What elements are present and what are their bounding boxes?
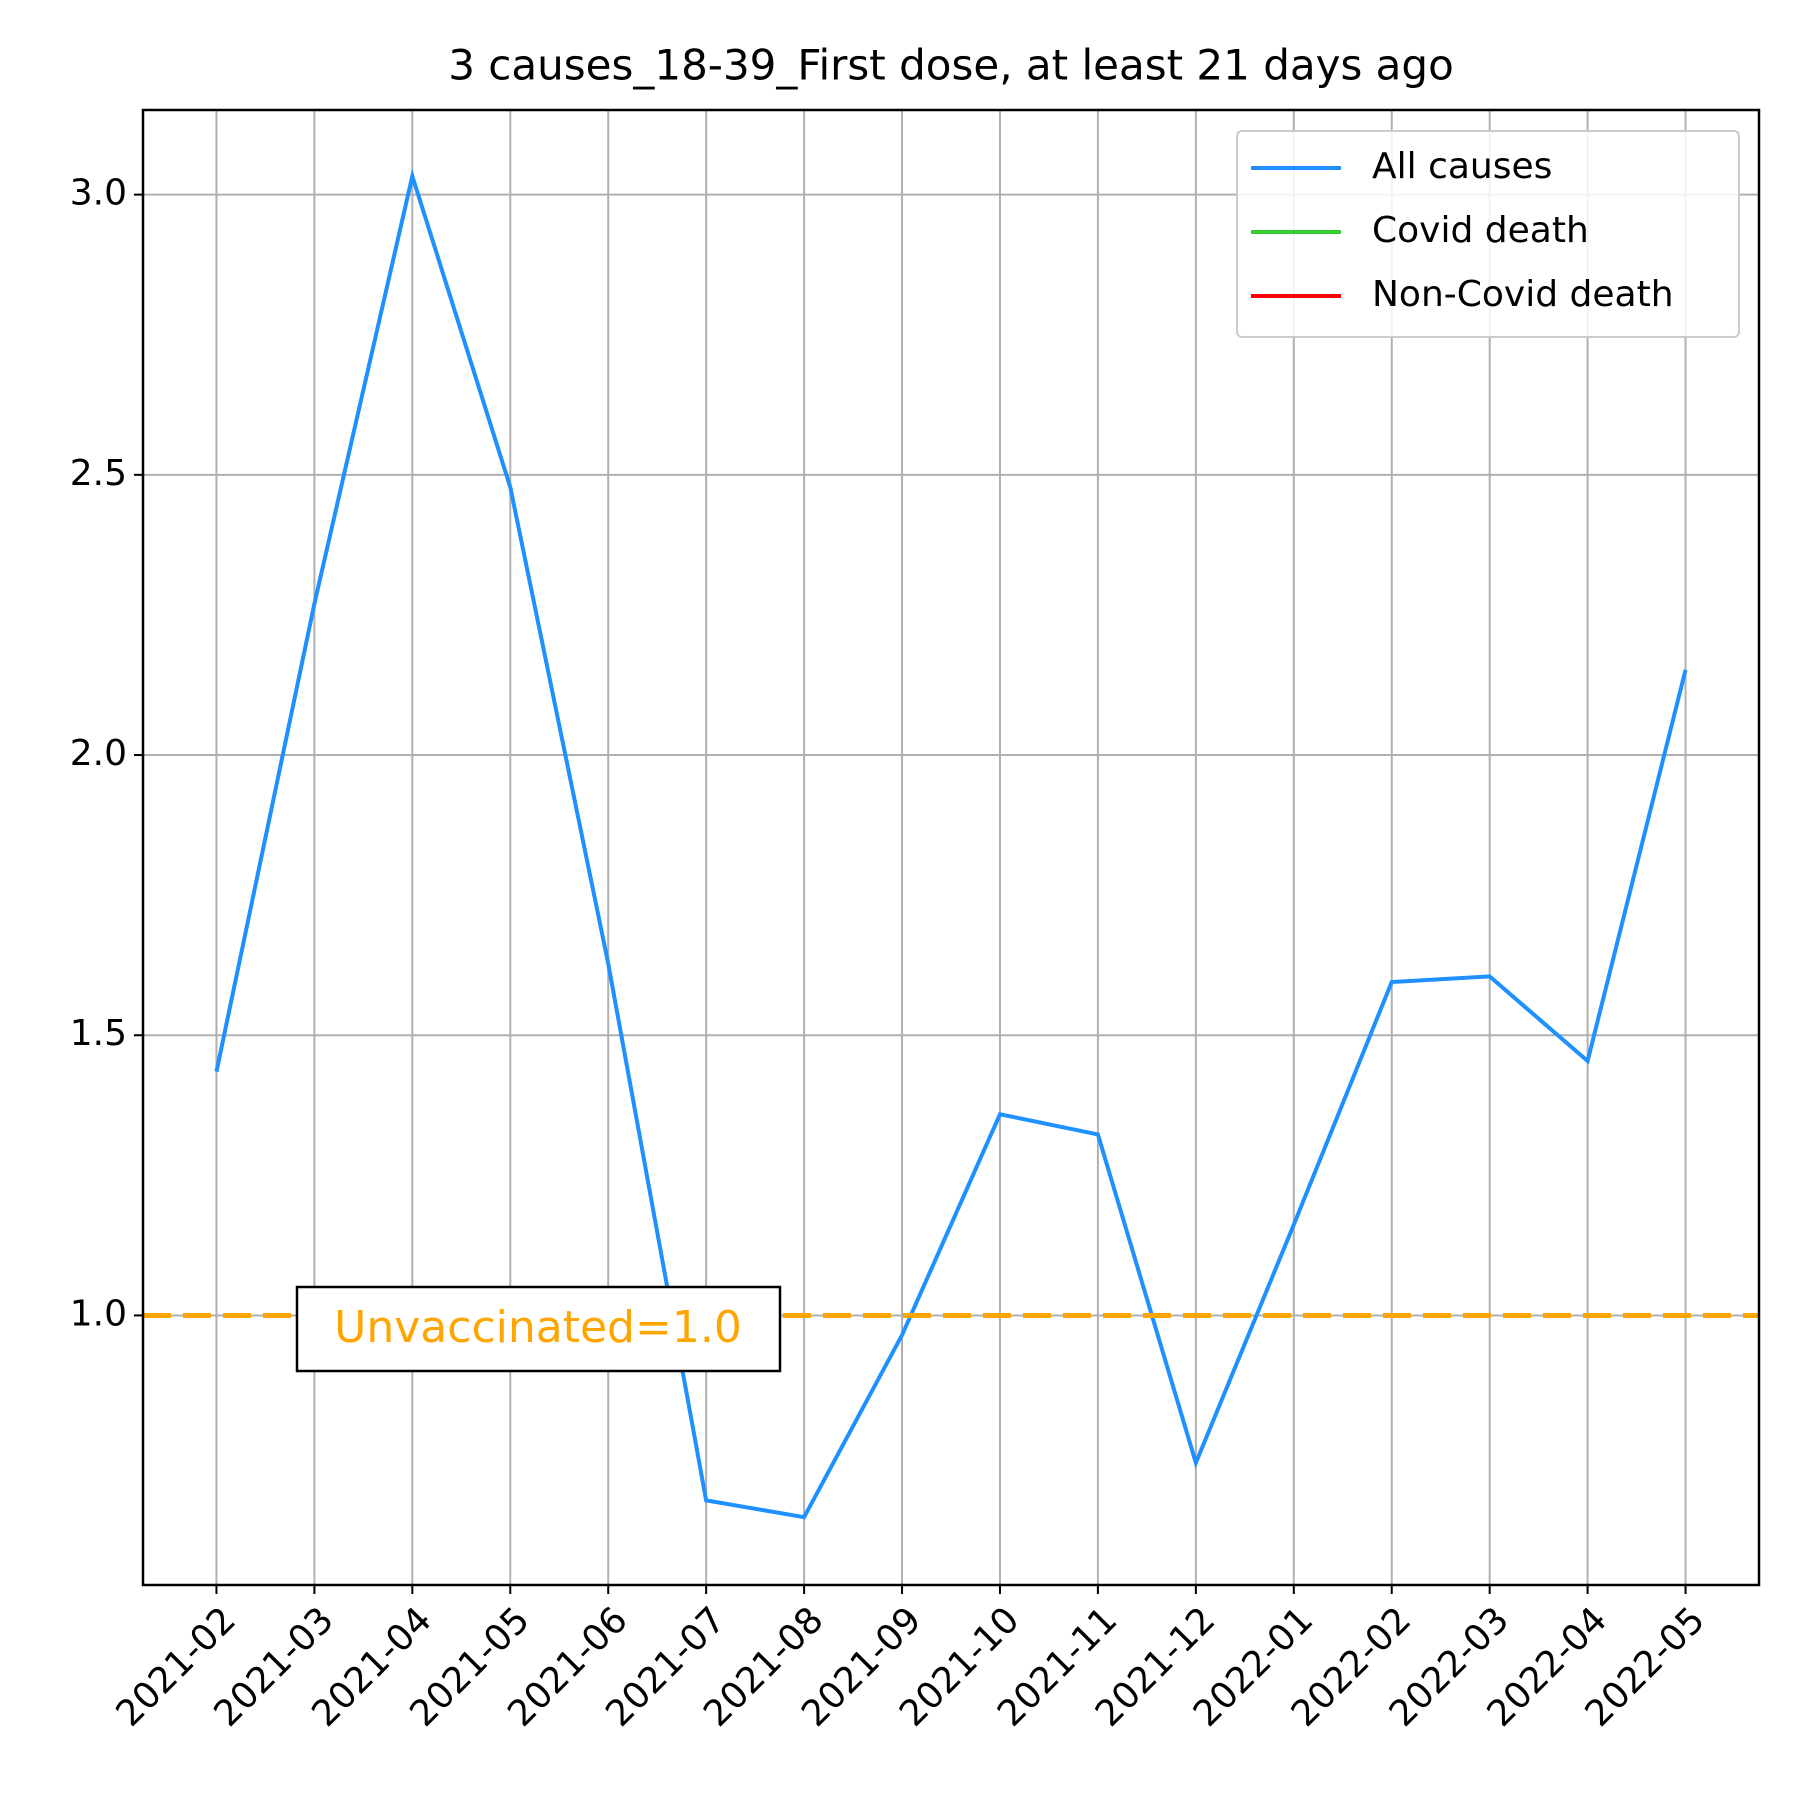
y-tick-label: 1.5 — [70, 1013, 127, 1054]
chart-title: 3 causes_18-39_First dose, at least 21 d… — [448, 41, 1454, 90]
legend-label: All causes — [1372, 146, 1552, 187]
annotation-box — [295, 1285, 782, 1373]
legend-label: Non-Covid death — [1372, 274, 1674, 315]
annotation: Unvaccinated=1.0 — [334, 1302, 742, 1353]
legend-label: Covid death — [1372, 210, 1589, 251]
axes-frame — [141, 108, 1761, 1587]
y-tick-label: 3.0 — [70, 173, 127, 214]
y-tick-label: 2.5 — [70, 453, 127, 494]
series-line — [214, 168, 1688, 1520]
y-tick-label: 2.0 — [70, 733, 127, 774]
y-tick-label: 1.0 — [70, 1293, 127, 1334]
legend-box — [1236, 130, 1740, 338]
legend: All causes Covid death Non-Covid death — [1236, 130, 1740, 338]
